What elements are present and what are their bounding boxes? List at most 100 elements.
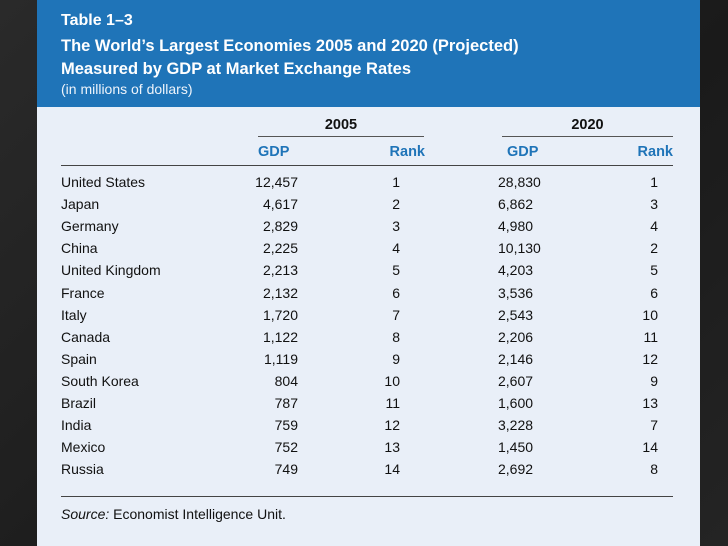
gdp-2020-cell: 10,130 <box>498 240 541 257</box>
table-subtitle: (in millions of dollars) <box>61 81 193 97</box>
table-title-line2: Measured by GDP at Market Exchange Rates <box>61 60 411 78</box>
gdp-2005-cell: 2,213 <box>262 262 298 279</box>
source-note: Source: Economist Intelligence Unit. <box>61 506 286 522</box>
rank-2005-cell: 7 <box>392 306 400 323</box>
table-panel: Table 1–3 The World’s Largest Economies … <box>37 0 700 546</box>
rank-2020-cell: 4 <box>650 218 658 235</box>
gdp-2020-cell: 4,203 <box>498 262 534 279</box>
table-row: Germany 2,829 3 4,980 4 <box>37 215 700 237</box>
gdp-2020-cell: 28,830 <box>498 174 541 190</box>
gdp-2020-cell: 2,692 <box>498 461 534 478</box>
gdp-2005-cell: 2,829 <box>262 218 298 235</box>
gdp-2020-cell: 1,600 <box>498 395 534 411</box>
country-cell: Japan <box>61 196 100 213</box>
rank-2005-cell: 6 <box>392 284 400 301</box>
country-cell: Brazil <box>61 395 97 411</box>
gdp-2020-cell: 3,536 <box>498 284 534 301</box>
column-header-rank-2020: Rank <box>637 144 673 160</box>
country-cell: United States <box>61 174 146 190</box>
rank-2020-cell: 14 <box>642 439 658 456</box>
gdp-2005-cell: 1,119 <box>264 350 298 367</box>
rank-2005-cell: 1 <box>392 174 400 190</box>
table-row: Canada 1,122 8 2,206 11 <box>37 326 700 348</box>
gdp-2020-cell: 1,450 <box>498 439 534 456</box>
column-header-rank-2005: Rank <box>389 144 425 160</box>
rank-2005-cell: 10 <box>384 372 400 389</box>
gdp-2005-cell: 2,225 <box>262 240 298 257</box>
rank-2005-cell: 3 <box>392 218 400 235</box>
gdp-2005-cell: 804 <box>274 372 298 389</box>
rank-2020-cell: 1 <box>650 174 658 190</box>
gdp-2005-cell: 749 <box>274 461 298 478</box>
rank-2005-cell: 5 <box>392 262 400 279</box>
gdp-2005-cell: 752 <box>274 439 298 456</box>
table-row: United Kingdom 2,213 5 4,203 5 <box>37 259 700 281</box>
table-row: Spain 1,119 9 2,146 12 <box>37 348 700 370</box>
table-row: Mexico 752 13 1,450 14 <box>37 436 700 458</box>
gdp-2005-cell: 787 <box>274 395 298 411</box>
rank-2005-cell: 13 <box>384 439 400 456</box>
column-header-gdp-2005: GDP <box>258 144 290 160</box>
rank-2005-cell: 12 <box>384 417 400 434</box>
rank-2020-cell: 11 <box>643 328 658 345</box>
rank-2020-cell: 7 <box>650 417 658 434</box>
gdp-2005-cell: 12,457 <box>255 174 298 190</box>
rank-2020-cell: 9 <box>650 372 658 389</box>
country-cell: South Korea <box>61 372 139 389</box>
gdp-2020-cell: 4,980 <box>498 218 534 235</box>
table-header: Table 1–3 The World’s Largest Economies … <box>37 0 700 107</box>
table-row: India 759 12 3,228 7 <box>37 414 700 436</box>
country-cell: India <box>61 417 92 434</box>
table-row: Japan 4,617 2 6,862 3 <box>37 193 700 215</box>
rank-2020-cell: 2 <box>650 240 658 257</box>
rank-2005-cell: 2 <box>392 196 400 213</box>
table-row: China 2,225 4 10,130 2 <box>37 237 700 259</box>
rank-2005-cell: 8 <box>392 328 400 345</box>
country-cell: China <box>61 240 98 257</box>
gdp-2005-cell: 1,122 <box>262 328 298 345</box>
gdp-2005-cell: 1,720 <box>262 306 298 323</box>
group-rule-2020 <box>502 136 673 137</box>
group-rule-2005 <box>258 136 424 137</box>
table-row: Brazil 787 11 1,600 13 <box>37 392 700 414</box>
rank-2005-cell: 14 <box>384 461 400 478</box>
table-row: France 2,132 6 3,536 6 <box>37 282 700 304</box>
rank-2005-cell: 9 <box>392 350 400 367</box>
group-header-2005: 2005 <box>324 117 358 133</box>
gdp-2020-cell: 3,228 <box>498 417 534 434</box>
table-row: South Korea 804 10 2,607 9 <box>37 370 700 392</box>
country-cell: Germany <box>61 218 119 235</box>
rank-2020-cell: 12 <box>642 350 658 367</box>
table-row: Italy 1,720 7 2,543 10 <box>37 304 700 326</box>
gdp-2020-cell: 2,607 <box>498 372 534 389</box>
table-row: United States 12,457 1 28,830 1 <box>37 171 700 193</box>
table-title-line1: The World’s Largest Economies 2005 and 2… <box>61 37 519 55</box>
gdp-2005-cell: 4,617 <box>262 196 298 213</box>
column-header-gdp-2020: GDP <box>507 144 539 160</box>
country-cell: United Kingdom <box>61 262 161 279</box>
source-text: Economist Intelligence Unit. <box>113 506 286 522</box>
rank-2020-cell: 10 <box>642 306 658 323</box>
rank-2005-cell: 4 <box>392 240 400 257</box>
country-cell: Mexico <box>61 439 106 456</box>
country-cell: Canada <box>61 328 111 345</box>
gdp-2005-cell: 2,132 <box>262 284 298 301</box>
source-label: Source: <box>61 506 110 522</box>
country-cell: Russia <box>61 461 104 478</box>
rank-2020-cell: 5 <box>650 262 658 279</box>
gdp-2005-cell: 759 <box>274 417 298 434</box>
table-row: Russia 749 14 2,692 8 <box>37 458 700 480</box>
rank-2020-cell: 3 <box>650 196 658 213</box>
gdp-2020-cell: 2,206 <box>498 328 534 345</box>
table-number: Table 1–3 <box>61 12 133 29</box>
country-cell: France <box>61 284 105 301</box>
header-divider <box>61 165 673 166</box>
rank-2020-cell: 13 <box>642 395 658 411</box>
gdp-2020-cell: 2,146 <box>498 350 534 367</box>
rank-2020-cell: 8 <box>650 461 658 478</box>
country-cell: Spain <box>61 350 97 367</box>
rank-2005-cell: 11 <box>385 395 400 411</box>
gdp-2020-cell: 6,862 <box>498 196 534 213</box>
group-header-2020: 2020 <box>571 117 604 133</box>
gdp-2020-cell: 2,543 <box>498 306 534 323</box>
